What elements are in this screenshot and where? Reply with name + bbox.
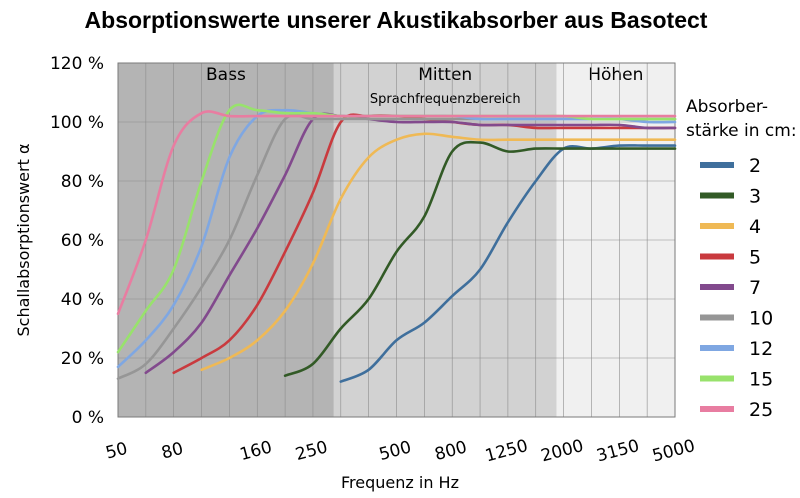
band-label: Bass: [206, 65, 246, 85]
x-tick-label: 500: [377, 437, 414, 465]
x-tick-label: 5000: [650, 436, 697, 467]
plot-frame: [117, 62, 676, 418]
x-tick-label: 160: [238, 437, 275, 465]
y-tick-label: 120 %: [50, 54, 104, 74]
y-tick-label: 100 %: [50, 113, 104, 133]
band-sublabel: Sprachfrequenzbereich: [370, 92, 521, 107]
legend-title: stärke in cm:: [686, 121, 797, 141]
legend-label: 10: [749, 308, 773, 330]
legend-label: 5: [749, 247, 761, 269]
series-line-25cm: [116, 110, 677, 316]
x-axis-label: Frequenz in Hz: [341, 473, 459, 492]
x-tick-label: 2000: [539, 436, 586, 467]
legend-label: 4: [749, 216, 761, 238]
x-tick-label: 80: [159, 439, 185, 464]
legend-label: 12: [749, 338, 773, 360]
chart-title: Absorptionswerte unserer Akustikabsorber…: [85, 7, 708, 33]
x-tick-label: 250: [293, 437, 330, 465]
y-tick-label: 80 %: [61, 172, 104, 192]
x-tick-label: 3150: [595, 436, 642, 467]
y-axis-ticks: 0 % 20 % 40 % 60 % 80 % 100 % 120 %: [50, 54, 104, 428]
legend-label: 15: [749, 369, 773, 391]
legend-label: 25: [749, 399, 773, 421]
band-label: Höhen: [588, 65, 643, 85]
band-label: Mitten: [418, 65, 472, 85]
legend-label: 3: [749, 186, 761, 208]
x-tick-label: 1250: [483, 436, 530, 467]
y-tick-label: 60 %: [61, 231, 104, 251]
series-line-7cm: [144, 112, 677, 375]
y-axis-label: Schallabsorptionswert α: [14, 143, 33, 336]
series-line-3cm: [283, 140, 677, 377]
legend-label: 7: [749, 277, 761, 299]
x-tick-label: 50: [104, 439, 130, 464]
y-tick-label: 0 %: [72, 408, 104, 428]
x-axis-ticks: 50 80 160 250 500 800 1250 2000 3150 5000: [104, 436, 698, 467]
series-line-2cm: [339, 144, 677, 383]
legend-title: Absorber-: [686, 97, 768, 117]
x-tick-label: 800: [433, 437, 470, 465]
y-tick-label: 20 %: [61, 349, 104, 369]
legend-label: 2: [749, 155, 761, 177]
series-lines: [116, 103, 677, 383]
grid-lines: [117, 62, 676, 418]
legend: Absorber-stärke in cm: 2 3 4 5 7 10 12 15 25: [686, 97, 797, 421]
y-tick-label: 40 %: [61, 290, 104, 310]
series-line-4cm: [200, 132, 677, 372]
